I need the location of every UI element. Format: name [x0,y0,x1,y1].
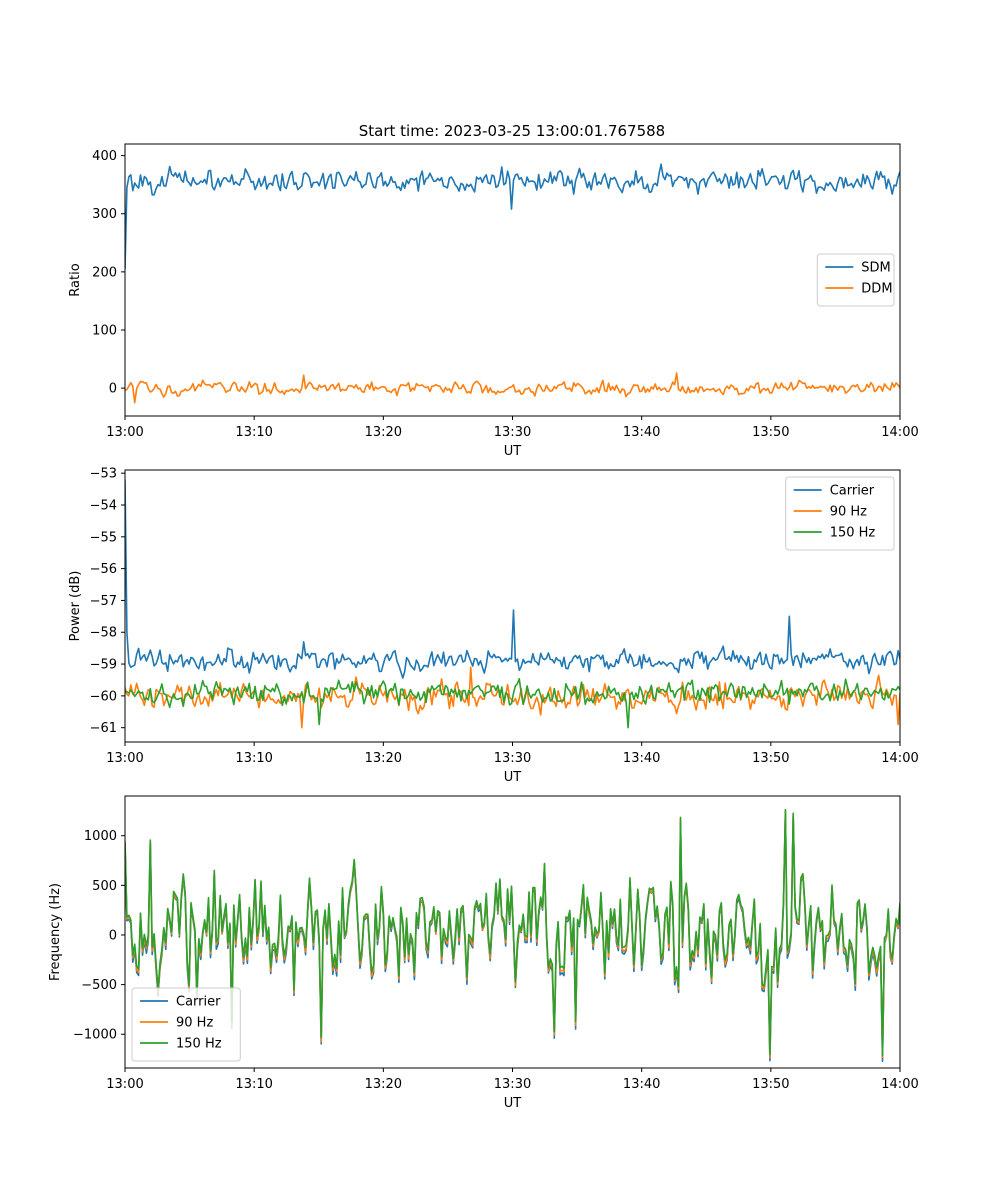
x-tick-label: 13:00 [106,1077,143,1092]
series-lines [125,163,900,404]
y-tick-label: −58 [90,626,117,641]
x-tick-label: 13:50 [752,751,789,766]
y-tick-label: 0 [109,382,117,397]
chart-panel-3: 13:00 13:10 13:20 13:30 13:40 13:50 14:00 UT 100… [48,795,919,1111]
x-tick-label: 13:20 [365,425,402,440]
y-axis-label: Frequency (Hz) [48,883,63,981]
y-tick-label: 0 [109,928,117,943]
x-axis-label: UT [504,444,522,459]
y-tick-label: 400 [92,149,117,164]
series-line-150-hz [125,677,900,729]
x-tick-label: 13:40 [623,425,660,440]
series-line-sdm [125,163,900,270]
legend-label: DDM [861,282,892,297]
chart-title: Start time: 2023-03-25 13:00:01.767588 [359,122,665,140]
y-axis-label: Ratio [68,263,83,296]
chart-panel-1: 13:00 13:10 13:20 13:30 13:40 13:50 14:00 UT 0 10… [68,143,919,459]
legend-label: 90 Hz [176,1016,213,1031]
legend-label: Carrier [176,995,221,1010]
x-tick-label: 13:10 [235,425,272,440]
x-tick-label: 14:00 [881,751,918,766]
y-tick-label: −55 [90,530,117,545]
y-tick-label: 500 [92,879,117,894]
series-line-ddm [125,372,900,404]
y-tick-label: 1000 [84,829,117,844]
legend-label: Carrier [830,484,875,499]
legend-label: 150 Hz [176,1037,222,1052]
y-tick-label: −59 [90,658,117,673]
y-tick-label: 200 [92,265,117,280]
x-axis-label: UT [504,770,522,785]
x-tick-label: 13:20 [365,1077,402,1092]
x-tick-label: 13:00 [106,425,143,440]
x-tick-label: 13:10 [235,751,272,766]
y-tick-label: 300 [92,207,117,222]
x-tick-label: 13:30 [494,425,531,440]
y-tick-label: −57 [90,594,117,609]
y-tick-label: −53 [90,467,117,482]
legend: Carrier 90 Hz 150 Hz [785,476,895,551]
legend: SDM DDM [816,253,895,307]
series-line-150-hz [125,808,900,1057]
legend-label: SDM [861,261,890,276]
legend: Carrier 90 Hz 150 Hz [131,987,241,1062]
y-tick-label: −61 [90,721,117,736]
chart-panel-2: 13:00 13:10 13:20 13:30 13:40 13:50 14:00 UT −53… [68,467,919,785]
x-tick-label: 13:40 [623,1077,660,1092]
y-tick-label: −56 [90,562,117,577]
series-lines [125,479,900,729]
x-tick-label: 13:50 [752,425,789,440]
y-tick-label: −500 [81,978,117,993]
y-tick-label: −54 [90,498,117,513]
legend-label: 150 Hz [830,526,876,541]
y-tick-label: −1000 [73,1028,117,1043]
x-tick-label: 14:00 [881,425,918,440]
x-tick-label: 13:20 [365,751,402,766]
y-tick-label: 100 [92,323,117,338]
x-axis-label: UT [504,1096,522,1111]
y-axis-label: Power (dB) [68,571,83,642]
series-line-carrier [125,479,900,679]
x-tick-label: 13:40 [623,751,660,766]
legend-label: 90 Hz [830,505,867,520]
x-tick-label: 14:00 [881,1077,918,1092]
x-tick-label: 13:00 [106,751,143,766]
x-tick-label: 13:50 [752,1077,789,1092]
x-tick-label: 13:30 [494,751,531,766]
chart-panels: 13:00 13:10 13:20 13:30 13:40 13:50 14:00 UT 0 10… [48,143,919,1111]
x-tick-label: 13:30 [494,1077,531,1092]
series-lines [125,808,900,1062]
y-tick-label: −60 [90,689,117,704]
x-tick-label: 13:10 [235,1077,272,1092]
